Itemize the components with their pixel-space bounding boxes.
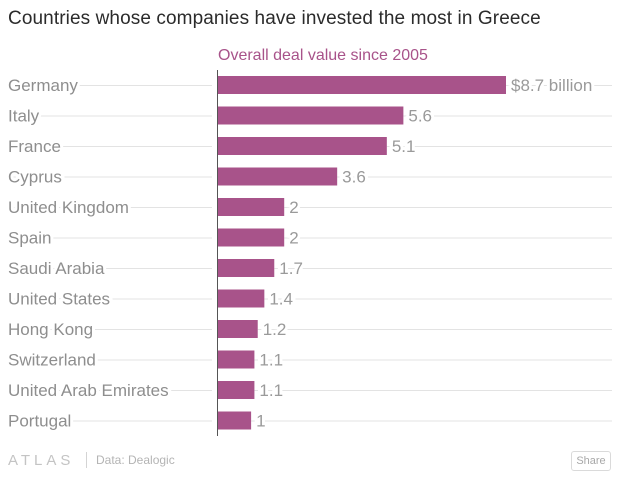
bar: [218, 198, 285, 216]
bar: [218, 350, 255, 369]
atlas-logo: ATLAS: [8, 452, 75, 469]
category-label: Switzerland: [8, 351, 96, 370]
category-label: Hong Kong: [8, 320, 93, 339]
share-button[interactable]: Share: [571, 451, 611, 471]
value-label: 1.2: [263, 320, 287, 339]
value-label: 3.6: [342, 168, 366, 187]
bar: [218, 381, 255, 399]
value-label: 1.7: [279, 259, 303, 278]
category-label: France: [8, 137, 61, 156]
bar: [218, 411, 252, 430]
value-label: 2: [289, 229, 298, 248]
category-label: Germany: [8, 76, 78, 95]
category-label: Portugal: [8, 412, 71, 431]
value-label: 1: [256, 412, 265, 431]
bar: [218, 137, 387, 155]
bar: [218, 228, 285, 247]
footer-divider: [86, 452, 87, 468]
category-label: United Arab Emirates: [8, 381, 169, 400]
category-label: Italy: [8, 107, 40, 126]
value-label: 5.1: [392, 137, 416, 156]
bar: [218, 106, 404, 125]
bar: [218, 259, 275, 277]
chart-title: Countries whose companies have invested …: [8, 8, 541, 29]
data-source-note: Data: Dealogic: [96, 453, 175, 467]
value-label: 2: [289, 198, 298, 217]
category-label: Cyprus: [8, 168, 62, 187]
bar: [218, 76, 506, 94]
value-label: 5.6: [408, 107, 432, 126]
value-label: 1.4: [269, 290, 293, 309]
value-label: 1.1: [259, 381, 283, 400]
bar: [218, 320, 258, 338]
category-label: Spain: [8, 229, 51, 248]
chart-subtitle: Overall deal value since 2005: [218, 47, 428, 64]
category-label: United Kingdom: [8, 198, 129, 217]
category-label: Saudi Arabia: [8, 259, 105, 278]
bar-chart: Overall deal value since 2005 Germany $8.…: [8, 47, 612, 436]
category-label: United States: [8, 290, 110, 309]
bar: [218, 289, 265, 308]
value-label: $8.7 billion: [511, 76, 592, 95]
value-label: 1.1: [259, 351, 283, 370]
bar: [218, 167, 338, 186]
